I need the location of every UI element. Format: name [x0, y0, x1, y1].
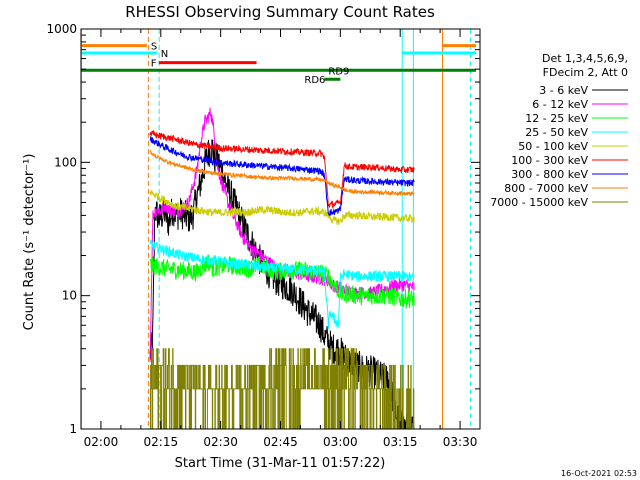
series-3 — [149, 239, 415, 330]
series-4 — [149, 189, 415, 225]
y-axis: 1 10 100 1000 — [46, 22, 480, 436]
legend-label-1: 6 - 12 keV — [532, 98, 588, 111]
series-6 — [149, 136, 415, 217]
series-5 — [149, 129, 415, 210]
flag-label-rd6: RD6 — [304, 75, 325, 86]
x-tick-label-2: 02:30 — [203, 435, 238, 449]
y-axis-label: Count Rate (s⁻¹ detector⁻¹) — [22, 154, 37, 331]
flag-rd9: RD9 — [81, 66, 477, 77]
chart-title: RHESSI Observing Summary Count Rates — [125, 3, 435, 21]
series-8 — [149, 348, 415, 429]
x-axis-label: Start Time (31-Mar-11 01:57:22) — [175, 456, 386, 471]
series-2 — [149, 254, 415, 310]
series-line-5 — [149, 129, 415, 210]
y-tick-label-3: 1000 — [46, 22, 77, 36]
legend-label-4: 50 - 100 keV — [518, 140, 588, 153]
y-tick-label-1: 10 — [62, 289, 77, 303]
x-tick-label-1: 02:15 — [144, 435, 179, 449]
flag-label-s: S — [151, 42, 157, 53]
flag-rd6: RD6 — [304, 75, 341, 86]
x-axis: 02:00 02:15 02:30 02:45 03:00 03:15 03:30 — [80, 29, 481, 449]
flag-s: S — [81, 42, 477, 53]
series-line-3 — [149, 239, 415, 330]
flag-label-rd9: RD9 — [328, 66, 349, 77]
legend-label-6: 300 - 800 keV — [511, 168, 588, 181]
series-line-7 — [149, 149, 415, 197]
flag-label-f: F — [151, 59, 157, 70]
x-tick-label-5: 03:15 — [383, 435, 418, 449]
legend-label-5: 100 - 300 keV — [511, 154, 588, 167]
x-tick-label-0: 02:00 — [84, 435, 119, 449]
legend-header-line-2: FDecim 2, Att 0 — [543, 66, 628, 79]
series-line-6 — [149, 136, 415, 217]
y-tick-label-2: 100 — [54, 155, 77, 169]
series-line-4 — [149, 189, 415, 225]
flag-label-n: N — [161, 49, 168, 60]
legend-label-0: 3 - 6 keV — [539, 84, 588, 97]
x-tick-label-6: 03:30 — [443, 435, 478, 449]
flag-n: N — [81, 49, 477, 60]
y-tick-label-0: 1 — [69, 422, 77, 436]
flag-f: F — [151, 59, 257, 70]
legend: Det 1,3,4,5,6,9, FDecim 2, Att 0 3 - 6 k… — [490, 52, 628, 209]
series-line-2 — [149, 254, 415, 310]
legend-label-3: 25 - 50 keV — [525, 126, 588, 139]
legend-label-2: 12 - 25 keV — [525, 112, 588, 125]
generation-timestamp: 16-Oct-2021 02:53 — [561, 469, 637, 478]
x-tick-label-4: 03:00 — [323, 435, 358, 449]
legend-label-7: 800 - 7000 keV — [504, 182, 588, 195]
legend-label-8: 7000 - 15000 keV — [490, 196, 588, 209]
x-tick-label-3: 02:45 — [263, 435, 298, 449]
legend-header-line-1: Det 1,3,4,5,6,9, — [542, 52, 628, 65]
series-line-8 — [149, 348, 415, 429]
series-7 — [149, 149, 415, 197]
